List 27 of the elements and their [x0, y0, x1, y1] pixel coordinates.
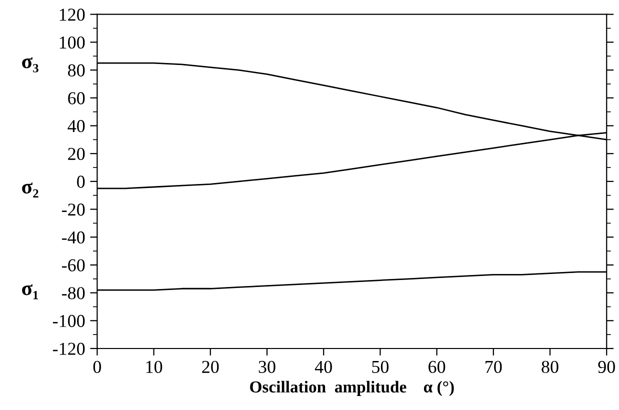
- x-tick-label: 50: [372, 360, 389, 374]
- text: σ₁: [22, 284, 38, 300]
- y-tick-label: 80: [68, 64, 85, 76]
- y-tick-label: 0: [77, 176, 85, 188]
- y-tick-label: -80: [62, 287, 85, 300]
- x-tick-label: 60: [428, 360, 446, 374]
- x-tick-label: 30: [258, 360, 276, 374]
- text: σ₂: [22, 182, 38, 198]
- y-tick-label: 100: [60, 36, 85, 49]
- x-axis-title: Oscillation amplitude α (°): [250, 380, 454, 396]
- x-tick-label: 80: [542, 360, 558, 374]
- x-tick-label: 70: [486, 360, 502, 374]
- y-tick-label: 20: [68, 148, 85, 160]
- y-tick-label: -20: [62, 204, 85, 216]
- y-tick-label: 40: [68, 120, 85, 132]
- y-tick-label: -100: [52, 314, 85, 328]
- y-tick-label: 60: [68, 92, 85, 104]
- y-tick-label: -40: [62, 231, 85, 244]
- y-tick-label: 120: [60, 8, 85, 21]
- x-tick-label: 10: [146, 360, 162, 374]
- x-tick-label: 20: [202, 360, 219, 374]
- y-tick-label: -120: [52, 342, 85, 355]
- x-tick-label: 0: [93, 360, 102, 374]
- x-tick-label: 40: [314, 360, 332, 374]
- text: σ₃: [22, 57, 38, 72]
- y-tick-label: -60: [62, 259, 85, 272]
- x-tick-label: 90: [598, 360, 615, 374]
